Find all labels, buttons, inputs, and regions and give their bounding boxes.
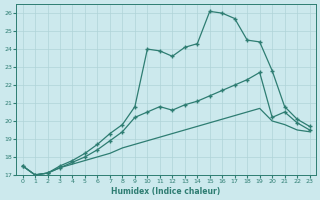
X-axis label: Humidex (Indice chaleur): Humidex (Indice chaleur)	[111, 187, 221, 196]
